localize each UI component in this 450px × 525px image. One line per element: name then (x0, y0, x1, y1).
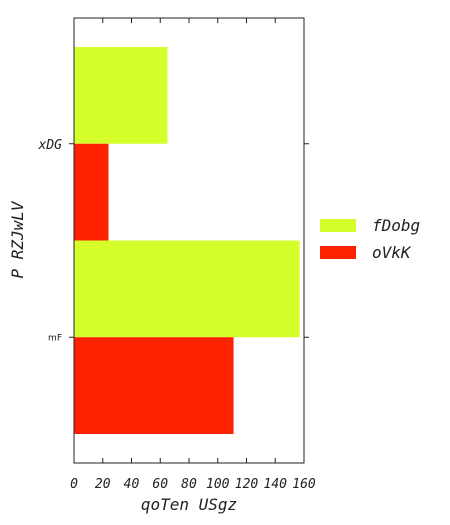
legend-swatch (320, 219, 356, 232)
legend-label: oVkK (372, 243, 412, 262)
x-tick-label: 80 (181, 477, 197, 492)
x-tick-label: 100 (206, 477, 230, 492)
y-ticks: xDG mF (38, 138, 309, 343)
x-axis-title: qoTen USgz (141, 495, 237, 514)
x-tick-label: 20 (95, 477, 111, 492)
bars-layer (74, 47, 300, 434)
y-tick-label: xDG (38, 138, 63, 153)
legend-label: fDobg (372, 216, 420, 235)
bar-fDobg-xDG (74, 47, 168, 144)
x-tick-label: 140 (264, 477, 288, 492)
x-tick-label: 40 (124, 477, 140, 492)
bar-fDobg-mF (74, 240, 300, 338)
x-tick-label: 0 (70, 477, 78, 492)
x-tick-label: 120 (235, 477, 259, 492)
legend-swatch (320, 246, 356, 259)
bar-oVkK-xDG (74, 143, 109, 241)
x-ticks: 0 20 40 60 80 100 120 140 160 (70, 18, 316, 492)
x-tick-label: 60 (152, 477, 168, 492)
y-tick-label: mF (48, 333, 62, 343)
y-axis-title: P RZJwLV (8, 200, 27, 278)
x-tick-label: 160 (292, 477, 316, 492)
legend: fDobg oVkK (320, 216, 420, 262)
bar-oVkK-mF (74, 337, 234, 434)
